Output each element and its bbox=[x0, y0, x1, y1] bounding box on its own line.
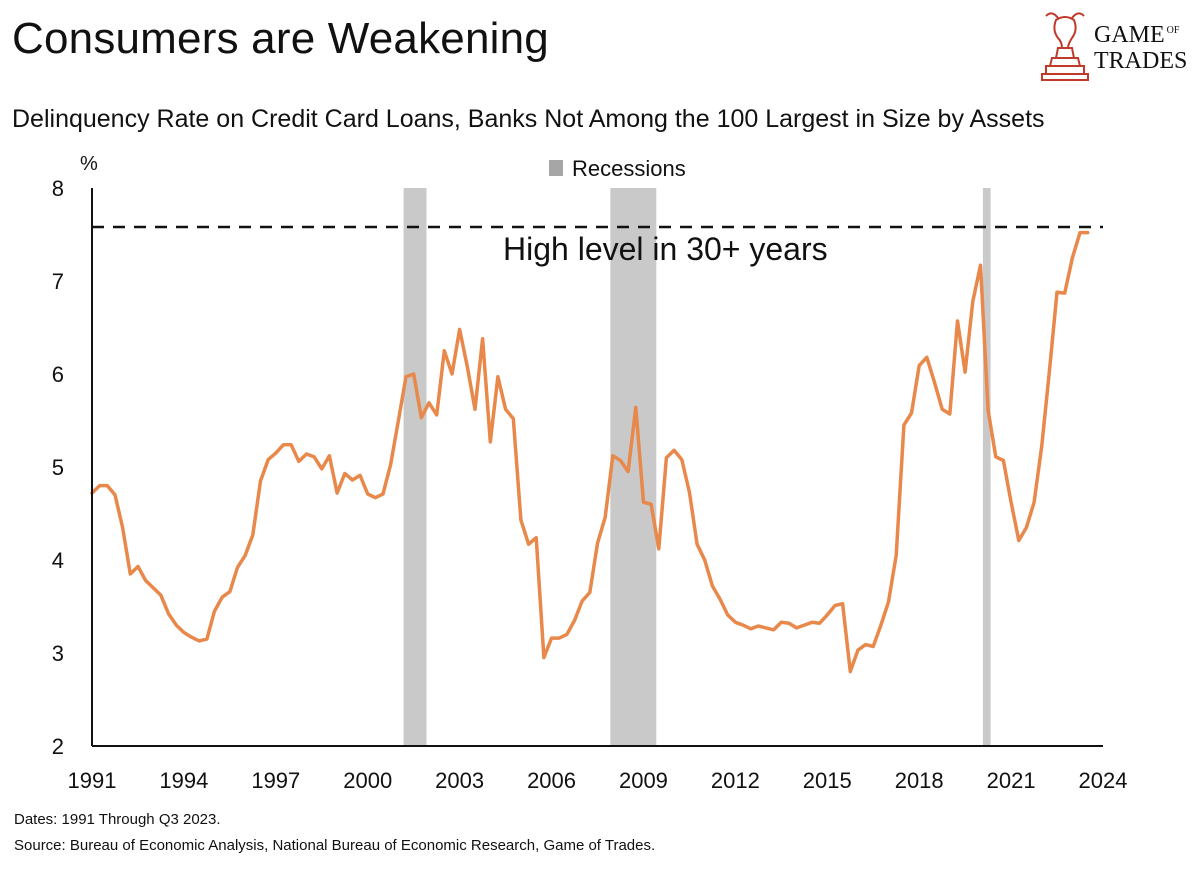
x-tick-label-2009: 2009 bbox=[619, 768, 668, 793]
chart-subtitle: Delinquency Rate on Credit Card Loans, B… bbox=[12, 105, 1045, 133]
y-tick-label-4: 4 bbox=[52, 548, 64, 573]
y-tick-label-3: 3 bbox=[52, 641, 64, 666]
recession-band-3 bbox=[982, 188, 991, 746]
chart-legend: Recessions bbox=[549, 156, 686, 181]
x-tick-label-2021: 2021 bbox=[987, 768, 1036, 793]
x-axis-ticks: 1991 1994 1997 2000 2003 2006 2009 2012 2015 2018… bbox=[68, 768, 1128, 793]
logo-line-1: GAME OF bbox=[1094, 22, 1180, 48]
x-tick-label-1991: 1991 bbox=[68, 768, 117, 793]
x-tick-label-2000: 2000 bbox=[343, 768, 392, 793]
page-title: Consumers are Weakening bbox=[12, 14, 549, 63]
bull-chess-icon bbox=[1041, 12, 1089, 81]
reference-line-group: High level in 30+ years bbox=[92, 225, 1103, 267]
x-tick-label-1997: 1997 bbox=[251, 768, 300, 793]
y-tick-label-7: 7 bbox=[52, 269, 64, 294]
footnote-dates: Dates: 1991 Through Q3 2023. bbox=[14, 811, 221, 828]
x-tick-label-2018: 2018 bbox=[895, 768, 944, 793]
y-axis-ticks: 2 3 4 5 6 7 8 bbox=[52, 176, 64, 759]
logo-line-2: TRADES bbox=[1094, 48, 1188, 74]
game-of-trades-logo: GAME OF TRADES bbox=[1038, 8, 1188, 86]
x-tick-label-2006: 2006 bbox=[527, 768, 576, 793]
legend-recessions-swatch bbox=[549, 160, 563, 176]
x-tick-label-2015: 2015 bbox=[803, 768, 852, 793]
recession-band-1 bbox=[403, 188, 427, 746]
y-tick-label-6: 6 bbox=[52, 362, 64, 387]
delinquency-rate-series-line bbox=[90, 230, 1090, 674]
recession-bands bbox=[403, 188, 991, 746]
y-tick-label-2: 2 bbox=[52, 734, 64, 759]
x-tick-label-2024: 2024 bbox=[1079, 768, 1128, 793]
y-tick-label-8: 8 bbox=[52, 176, 64, 201]
footnote-source: Source: Bureau of Economic Analysis, Nat… bbox=[14, 837, 656, 854]
recession-band-2 bbox=[610, 188, 657, 746]
legend-recessions-label: Recessions bbox=[572, 156, 686, 181]
y-axis-unit-label: % bbox=[80, 153, 98, 175]
reference-line-label: High level in 30+ years bbox=[503, 231, 828, 267]
y-tick-label-5: 5 bbox=[52, 455, 64, 480]
x-tick-label-2012: 2012 bbox=[711, 768, 760, 793]
x-tick-label-1994: 1994 bbox=[159, 768, 208, 793]
x-tick-label-2003: 2003 bbox=[435, 768, 484, 793]
